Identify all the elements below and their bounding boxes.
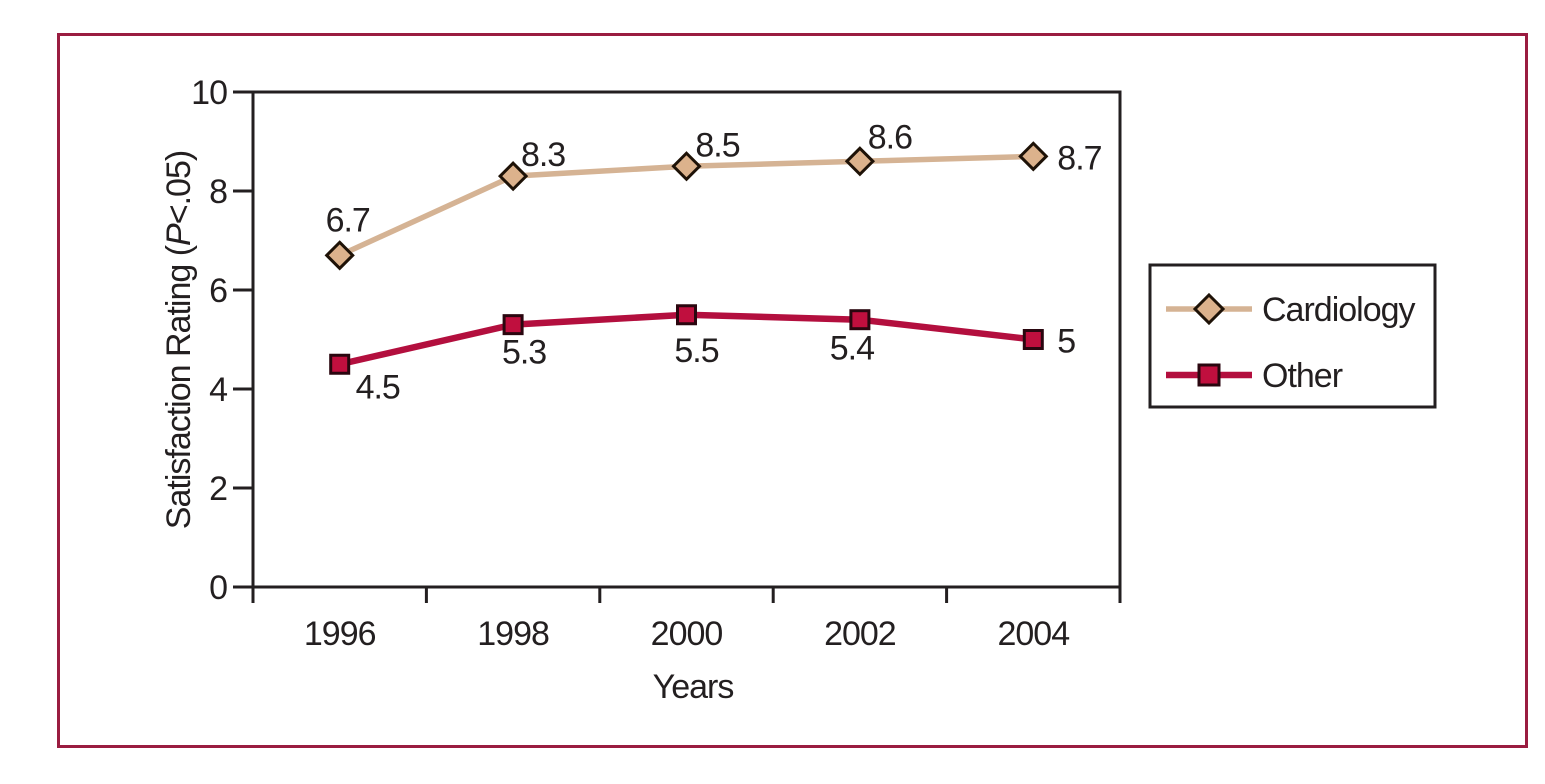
square-marker [1197, 363, 1221, 387]
y-axis-title: Satisfaction Rating (P<.05) [160, 151, 198, 529]
legend-label: Other [1262, 357, 1343, 395]
data-point-label-other-2002: 5.4 [830, 330, 874, 368]
diamond-marker [844, 146, 876, 177]
diamond-marker [324, 240, 355, 271]
y-axis-tick-label: 10 [191, 74, 227, 112]
y-axis-tick-label: 2 [209, 470, 227, 508]
diamond-marker [671, 151, 702, 182]
diamond-marker [1192, 292, 1226, 326]
x-axis-tick-label: 2000 [651, 615, 723, 653]
plot-area-border [251, 90, 1122, 589]
x-axis-title: Years [653, 668, 734, 706]
square-marker [849, 309, 871, 331]
axes: 0 2 4 6 8 10 1996 1998 2000 2002 2004 [191, 74, 1122, 653]
data-point-label-other-2004: 5 [1057, 323, 1075, 361]
data-point-label-cardiology-2000: 8.5 [695, 126, 739, 164]
x-axis-tick-label: 1998 [477, 615, 549, 653]
x-axis-tick-label: 1996 [304, 615, 376, 653]
data-point-label-cardiology-1996: 6.7 [326, 201, 370, 239]
data-point-label-other-2000: 5.5 [674, 332, 718, 370]
legend-label: Cardiology [1262, 291, 1416, 329]
y-axis-tick-label: 0 [209, 569, 227, 607]
y-axis-tick-label: 8 [209, 173, 227, 211]
square-marker [676, 304, 697, 326]
square-marker [329, 353, 351, 375]
square-marker [1022, 329, 1044, 350]
diamond-marker [1018, 141, 1049, 172]
series-layer: 6.7 8.3 8.5 8.6 8.7 4.5 5.3 5.5 5.4 5 [324, 118, 1103, 406]
legend-item-other: Other [1166, 357, 1344, 395]
legend-item-cardiology: Cardiology [1166, 291, 1417, 329]
y-axis-tick-label: 6 [209, 272, 227, 310]
figure-frame [57, 33, 1528, 748]
data-point-label-cardiology-2002: 8.6 [868, 118, 912, 156]
data-point-label-other-1998: 5.3 [502, 334, 546, 372]
x-axis-tick-label: 2002 [824, 615, 896, 653]
data-point-label-cardiology-2004: 8.7 [1057, 139, 1101, 177]
diamond-marker [497, 161, 529, 192]
data-point-label-cardiology-1998: 8.3 [521, 136, 565, 174]
legend: Cardiology Other [1148, 263, 1437, 409]
square-marker [502, 314, 524, 336]
data-point-label-other-1996: 4.5 [356, 368, 400, 406]
x-axis-tick-label: 2004 [997, 615, 1069, 653]
y-axis-tick-label: 4 [209, 371, 227, 409]
